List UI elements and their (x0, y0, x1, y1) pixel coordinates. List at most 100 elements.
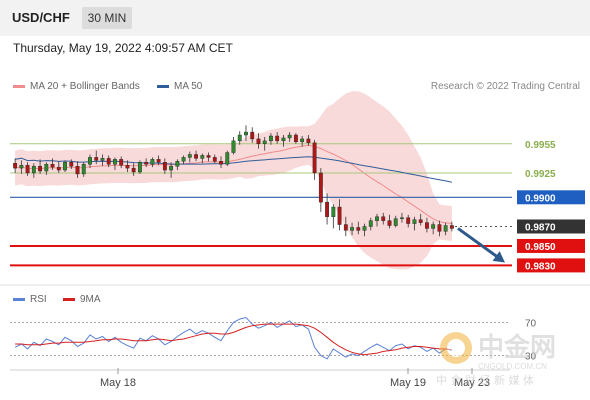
bollinger-band-area (15, 91, 452, 270)
level-label-0: 0.9955 (525, 140, 556, 151)
candle (300, 136, 305, 147)
candle (356, 221, 361, 235)
candle-body (219, 161, 223, 165)
candle (25, 162, 30, 176)
candle-body (94, 157, 99, 161)
candle (50, 158, 55, 171)
bollinger-swatch (13, 84, 25, 88)
candle-body (131, 167, 136, 173)
candle-body (431, 224, 436, 229)
candle (262, 136, 267, 151)
rsi-ma-swatch (63, 297, 75, 301)
candle-body (113, 159, 117, 165)
legend-rsi-label: RSI (30, 294, 47, 305)
candle-body (331, 206, 336, 217)
candle-body (144, 162, 149, 165)
candle (106, 155, 111, 168)
rsi-line (14, 316, 453, 360)
forecast-arrow-head (492, 251, 505, 263)
x-tick-label-0: May 18 (100, 377, 136, 389)
candle (325, 193, 330, 225)
candle (337, 199, 342, 231)
candle-body (44, 164, 49, 172)
candle (187, 151, 192, 163)
level-label-1: 0.9925 (525, 169, 556, 180)
x-tick-label-1: May 19 (390, 377, 426, 389)
candle (100, 154, 105, 167)
candle-body (418, 219, 423, 223)
candle (312, 139, 317, 180)
watermark-logo: 中金网 CNGOLD.COM.CN 中 金 财 经 新 媒 体 (436, 332, 556, 387)
candle (56, 161, 61, 173)
candle-body (175, 161, 180, 167)
candle-body (119, 159, 124, 166)
time-axis-ticks: May 18 May 19 May 23 (100, 368, 490, 389)
candle-body (318, 172, 323, 203)
candle (293, 133, 298, 144)
candle-body (13, 163, 18, 169)
candle (244, 125, 248, 141)
candle (275, 132, 280, 144)
candle (94, 150, 99, 165)
candle-body (25, 164, 30, 174)
candle-body (387, 220, 392, 226)
candle-body (300, 138, 305, 143)
candle (206, 152, 211, 162)
research-credit: Research © 2022 Trading Central (430, 81, 580, 92)
rsi-ma-line (15, 323, 452, 356)
candle (443, 222, 448, 236)
candle-body (356, 227, 361, 231)
candle-body (106, 158, 111, 165)
candle (200, 153, 205, 164)
candle (75, 161, 80, 178)
candle-body (406, 217, 411, 224)
candle-body (125, 164, 130, 169)
candle-body (75, 165, 80, 175)
candle (125, 160, 130, 172)
candle (231, 136, 236, 155)
candle (418, 213, 423, 226)
legend-ma50-label: MA 50 (174, 81, 203, 92)
candle (169, 162, 174, 178)
level-label-bg-4 (517, 238, 585, 253)
candle (212, 154, 217, 164)
candle-body (437, 224, 442, 232)
candle-body (69, 162, 74, 167)
candle (256, 133, 261, 149)
candle-body (19, 164, 24, 169)
candle (225, 150, 230, 167)
candle (331, 204, 336, 229)
candle (81, 162, 86, 177)
level-lines-layer (10, 143, 512, 267)
candle (250, 127, 255, 143)
legend-rsi-ma: 9MA (63, 294, 101, 305)
candle-body (162, 162, 167, 171)
candle-body (412, 219, 417, 224)
timeframe-button[interactable]: 30 MIN (82, 7, 132, 29)
candle-body (206, 155, 211, 158)
candle-body (250, 131, 255, 140)
candle (175, 159, 180, 171)
candle (400, 212, 404, 223)
candle (13, 158, 18, 173)
candle-body (156, 159, 161, 163)
candle-body (38, 165, 42, 172)
candle (113, 157, 117, 171)
candle (144, 158, 149, 168)
candle-body (194, 154, 198, 159)
candle-body (375, 216, 379, 221)
ma50-swatch (157, 84, 169, 88)
bollinger-band-layer (14, 91, 452, 270)
candle-body (343, 224, 348, 231)
forecast-arrow-shaft (457, 227, 502, 261)
candle (406, 214, 411, 228)
legend-rsi-ma-label: 9MA (80, 294, 101, 305)
candle-body (63, 162, 67, 171)
candle-body (50, 164, 55, 168)
chart-header: USD/CHF 30 MIN (0, 0, 590, 36)
level-label-bg-2 (517, 190, 585, 205)
legend-bollinger: MA 20 + Bollinger Bands (13, 81, 140, 92)
level-label-bg-3 (517, 219, 585, 234)
watermark-inner-circle (447, 339, 465, 357)
